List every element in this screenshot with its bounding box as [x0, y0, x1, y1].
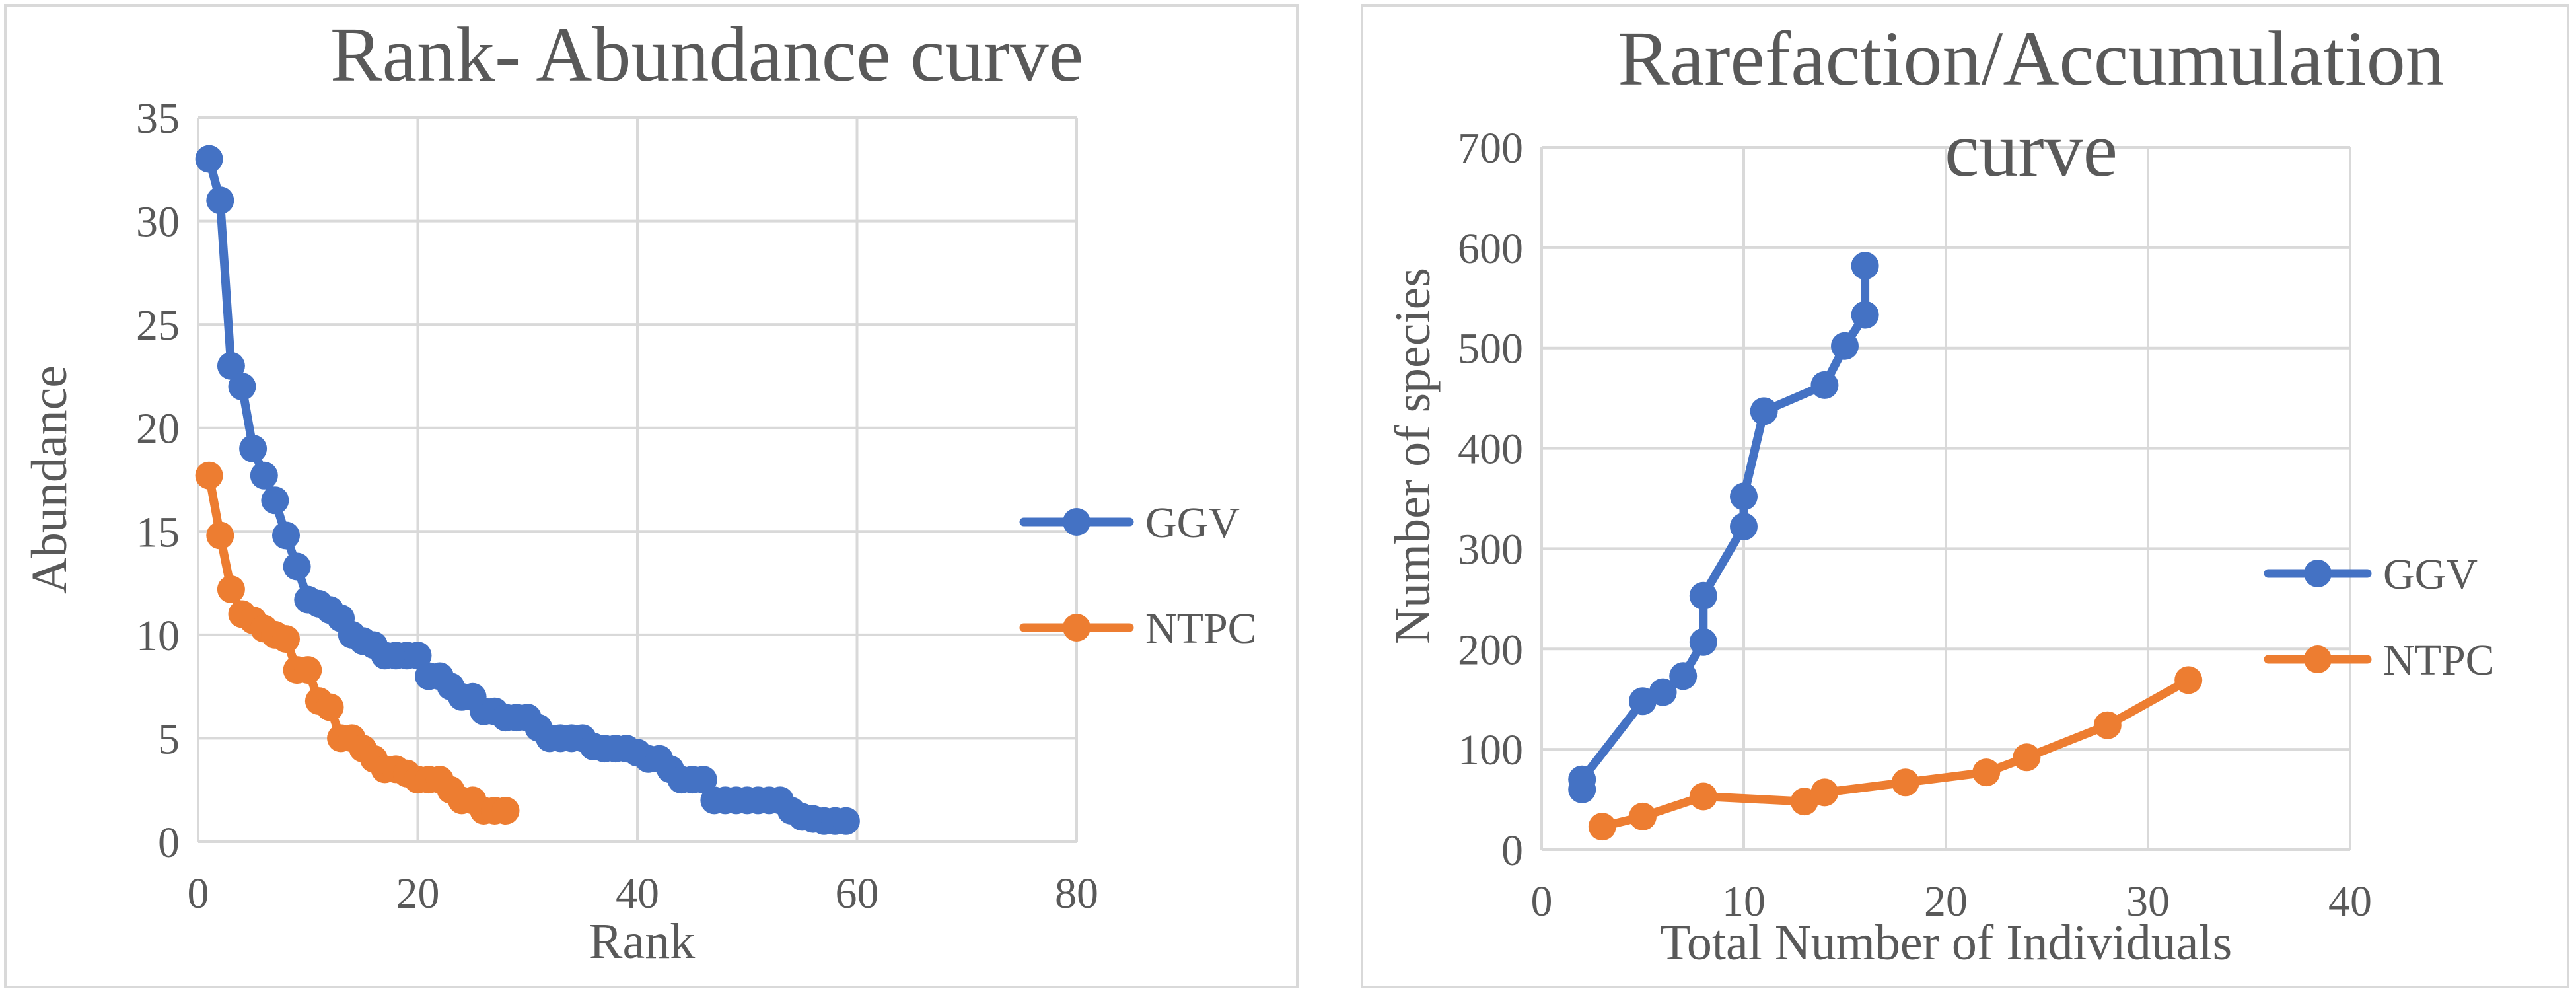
- rarefaction-chart: 0 100 200 300 400 500 600 700 0 10 20 30 40 Rarefacti…: [1385, 15, 2495, 971]
- data-point-ggv: [832, 807, 860, 835]
- y-tick-label: 700: [1458, 124, 1523, 172]
- data-point-ggv: [1730, 513, 1758, 540]
- rank-abundance-chart: 0 5 10 15 20 25 30 35 0 20 40 60 80 Rank- Abundance c…: [22, 11, 1257, 969]
- y-tick-label: 35: [136, 94, 180, 143]
- data-point-ntpc: [1629, 802, 1657, 830]
- x-tick-label: 80: [1055, 869, 1098, 918]
- data-point-ntpc: [272, 625, 300, 653]
- data-point-ggv: [239, 435, 268, 462]
- data-point-ntpc: [206, 521, 234, 550]
- data-point-ntpc: [217, 575, 245, 603]
- data-point-ntpc: [2013, 743, 2041, 772]
- data-point-ntpc: [1588, 813, 1616, 841]
- series-line-ntpc: [1598, 675, 2193, 831]
- rank-abundance-chart-panel: 0 5 10 15 20 25 30 35 0 20 40 60 80 Rank- Abundance c…: [4, 4, 1299, 988]
- data-point-ggv: [272, 521, 300, 550]
- data-point-ggv: [1851, 252, 1879, 280]
- x-tick-label: 0: [1531, 877, 1553, 926]
- y-tick-label: 20: [136, 405, 180, 453]
- data-point-ggv: [1649, 678, 1677, 706]
- y-tick-label: 30: [136, 198, 180, 246]
- y-tick-label: 15: [136, 508, 180, 556]
- x-tick-label: 0: [188, 869, 209, 918]
- data-point-ggv: [1689, 581, 1717, 610]
- data-point-ggv: [250, 461, 278, 490]
- data-point-ntpc: [1972, 758, 2001, 787]
- y-tick-label: 5: [158, 715, 180, 763]
- data-point-ggv: [283, 552, 311, 581]
- data-point-ntpc: [294, 656, 322, 684]
- data-point-ggv: [217, 351, 245, 380]
- data-point-ggv: [1810, 371, 1839, 399]
- data-point-ntpc: [1891, 768, 1919, 797]
- data-point-ggv: [1669, 662, 1698, 690]
- y-axis-label: Abundance: [22, 365, 77, 594]
- data-point-ggv: [404, 642, 432, 670]
- legend-label-ggv: GGV: [2383, 550, 2478, 599]
- y-axis-label: Number of species: [1385, 268, 1441, 644]
- legend-marker-ntpc: [2304, 645, 2332, 673]
- y-tick-label: 500: [1458, 325, 1523, 373]
- chart-title-line: Rarefaction/Accumulation: [1618, 15, 2445, 102]
- x-axis-label: Rank: [589, 914, 695, 969]
- y-tick-label: 200: [1458, 626, 1523, 674]
- x-axis-label: Total Number of Individuals: [1660, 915, 2232, 971]
- legend-label-ntpc: NTPC: [2383, 636, 2495, 684]
- data-point-ggv: [1851, 301, 1879, 329]
- chart-title: Rank- Abundance curve: [330, 11, 1083, 98]
- data-point-ggv: [1730, 482, 1758, 511]
- y-tick-label: 25: [136, 301, 180, 350]
- x-tick-label: 20: [396, 869, 440, 918]
- data-point-ntpc: [1810, 778, 1839, 807]
- y-tick-label: 600: [1458, 225, 1523, 273]
- data-point-ggv: [689, 766, 717, 794]
- data-point-ggv: [206, 186, 234, 215]
- data-point-ggv: [195, 145, 223, 173]
- data-point-ggv: [1750, 397, 1778, 425]
- data-point-ggv: [1568, 765, 1596, 793]
- data-point-ggv: [1831, 332, 1859, 360]
- x-tick-label: 40: [616, 869, 659, 918]
- series-line-ggv: [1577, 261, 1870, 794]
- data-point-ggv: [1689, 628, 1717, 656]
- data-point-ntpc: [195, 461, 223, 490]
- y-tick-label: 100: [1458, 726, 1523, 774]
- data-point-ntpc: [316, 693, 344, 721]
- x-tick-label: 40: [2328, 877, 2372, 926]
- data-point-ggv: [228, 373, 256, 401]
- y-tick-label: 300: [1458, 525, 1523, 573]
- legend-label-ggv: GGV: [1145, 499, 1240, 547]
- y-tick-label: 10: [136, 612, 180, 660]
- x-tick-label: 10: [1722, 877, 1766, 926]
- data-point-ggv: [261, 486, 289, 515]
- legend-marker-ggv: [1063, 508, 1091, 536]
- x-tick-label: 30: [2126, 877, 2170, 926]
- data-point-ntpc: [2174, 666, 2203, 694]
- legend-label-ntpc: NTPC: [1145, 605, 1257, 653]
- y-tick-label: 0: [158, 819, 180, 867]
- x-tick-label: 20: [1924, 877, 1968, 926]
- data-point-ntpc: [2093, 711, 2122, 739]
- legend-marker-ggv: [2304, 560, 2332, 587]
- data-point-ntpc: [1689, 782, 1717, 811]
- x-tick-label: 60: [836, 869, 879, 918]
- data-point-ntpc: [491, 797, 520, 825]
- rarefaction-chart-panel: 0 100 200 300 400 500 600 700 0 10 20 30 40 Rarefacti…: [1361, 4, 2569, 988]
- y-tick-label: 0: [1501, 827, 1523, 875]
- legend-marker-ntpc: [1063, 614, 1091, 642]
- chart-title-line: curve: [1945, 106, 2118, 193]
- y-tick-label: 400: [1458, 425, 1523, 474]
